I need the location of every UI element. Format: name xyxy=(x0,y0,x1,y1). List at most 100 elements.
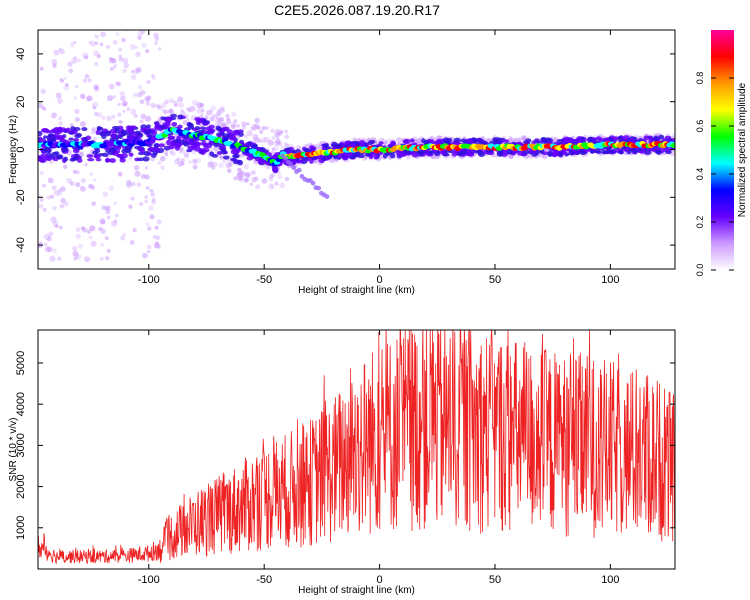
spectral-cell xyxy=(556,138,564,144)
spectral-speck xyxy=(104,236,109,241)
spectral-speck xyxy=(261,137,268,144)
spectral-cell xyxy=(558,151,564,158)
spectral-speck xyxy=(99,42,104,47)
spectral-speck xyxy=(94,34,99,39)
spectral-cell xyxy=(247,141,253,146)
spectral-speck xyxy=(176,157,180,162)
spectral-speck xyxy=(261,177,268,184)
spectral-cell xyxy=(129,129,134,135)
spectral-speck xyxy=(316,185,322,191)
spectral-speck xyxy=(218,163,224,169)
spectral-speck xyxy=(178,146,184,152)
spectral-speck xyxy=(246,122,250,126)
spectral-speck xyxy=(92,106,96,110)
spectral-speck xyxy=(243,177,249,183)
spectral-speck xyxy=(102,191,109,198)
spectral-speck xyxy=(123,102,128,107)
spectral-speck xyxy=(122,57,129,64)
spectral-speck xyxy=(216,110,222,116)
spectral-speck xyxy=(47,177,54,184)
spectral-speck xyxy=(265,126,269,130)
spectral-cell xyxy=(38,130,43,137)
spectral-speck xyxy=(191,99,198,106)
spectral-speck xyxy=(271,136,275,140)
spectral-cell xyxy=(295,148,301,153)
spectral-cell xyxy=(47,133,55,138)
spectral-speck xyxy=(156,219,162,225)
spectral-cell xyxy=(217,133,222,138)
spectral-cell xyxy=(173,138,180,143)
x-tick-label: -100 xyxy=(138,274,160,286)
spectral-speck xyxy=(140,113,147,120)
spectral-speck xyxy=(59,78,63,82)
spectral-cell xyxy=(70,157,79,161)
y-tick-label: 20 xyxy=(15,96,27,108)
spectral-cell xyxy=(563,137,569,142)
x-tick-label: 0 xyxy=(377,574,383,586)
x-tick-label: -50 xyxy=(256,574,272,586)
spectral-speck xyxy=(93,178,97,182)
spectral-cell xyxy=(453,141,461,146)
y-tick-label: 2000 xyxy=(15,474,27,498)
spectral-cell xyxy=(199,126,207,130)
spectral-speck xyxy=(140,30,146,34)
spectral-cell xyxy=(97,126,104,131)
spectral-cell xyxy=(176,142,184,146)
spectral-speck xyxy=(178,102,184,108)
spectral-speck xyxy=(132,228,137,233)
x-tick-label: 50 xyxy=(489,574,501,586)
spectral-speck xyxy=(153,242,160,249)
spectral-speck xyxy=(265,164,271,170)
spectral-speck xyxy=(135,67,142,73)
spectral-speck xyxy=(116,82,122,87)
spectral-cell xyxy=(618,150,624,155)
spectral-speck xyxy=(144,174,150,180)
spectral-speck xyxy=(79,93,85,99)
spectral-cell xyxy=(158,143,165,148)
spectral-speck xyxy=(434,136,439,141)
spectral-cell xyxy=(44,129,50,134)
spectral-speck xyxy=(52,248,57,253)
spectral-speck xyxy=(144,195,148,199)
spectral-cell xyxy=(73,153,79,158)
spectral-speck xyxy=(88,40,92,45)
spectral-speck xyxy=(73,252,79,259)
spectral-speck xyxy=(277,173,283,180)
spectral-speck xyxy=(380,155,384,159)
spectral-speck xyxy=(82,52,89,59)
spectral-speck xyxy=(148,205,154,211)
snr-series-line xyxy=(38,330,675,565)
spectral-cell xyxy=(39,157,47,163)
spectral-cell xyxy=(442,137,450,143)
spectral-speck xyxy=(55,224,59,228)
spectral-speck xyxy=(291,165,297,171)
spectral-cell xyxy=(100,132,107,137)
spectral-cell xyxy=(411,153,420,158)
spectral-speck xyxy=(209,108,214,113)
spectral-speck xyxy=(88,235,93,240)
spectral-speck xyxy=(119,91,126,97)
spectral-cell xyxy=(152,150,158,156)
spectral-speck xyxy=(362,156,368,162)
spectral-speck xyxy=(80,94,86,100)
spectral-cell xyxy=(568,150,575,156)
spectral-cell xyxy=(628,138,635,142)
spectral-speck xyxy=(296,167,302,173)
spectral-speck xyxy=(94,41,99,45)
spectral-speck xyxy=(150,102,156,109)
y-tick-label: 3000 xyxy=(15,433,27,457)
spectral-speck xyxy=(69,181,75,186)
spectral-cell xyxy=(73,127,81,131)
spectral-speck xyxy=(115,32,120,36)
x-axis-label: Height of straight line (km) xyxy=(298,285,415,296)
spectral-cell xyxy=(520,152,527,157)
spectral-cell xyxy=(638,150,647,154)
spectral-speck xyxy=(173,100,179,106)
spectral-speck xyxy=(139,202,144,206)
spectral-cell xyxy=(128,152,134,157)
spectral-speck xyxy=(241,121,247,128)
spectral-speck xyxy=(80,178,86,184)
spectral-speck xyxy=(75,226,81,232)
spectral-cell xyxy=(105,158,112,163)
y-tick-label: 40 xyxy=(15,48,27,60)
